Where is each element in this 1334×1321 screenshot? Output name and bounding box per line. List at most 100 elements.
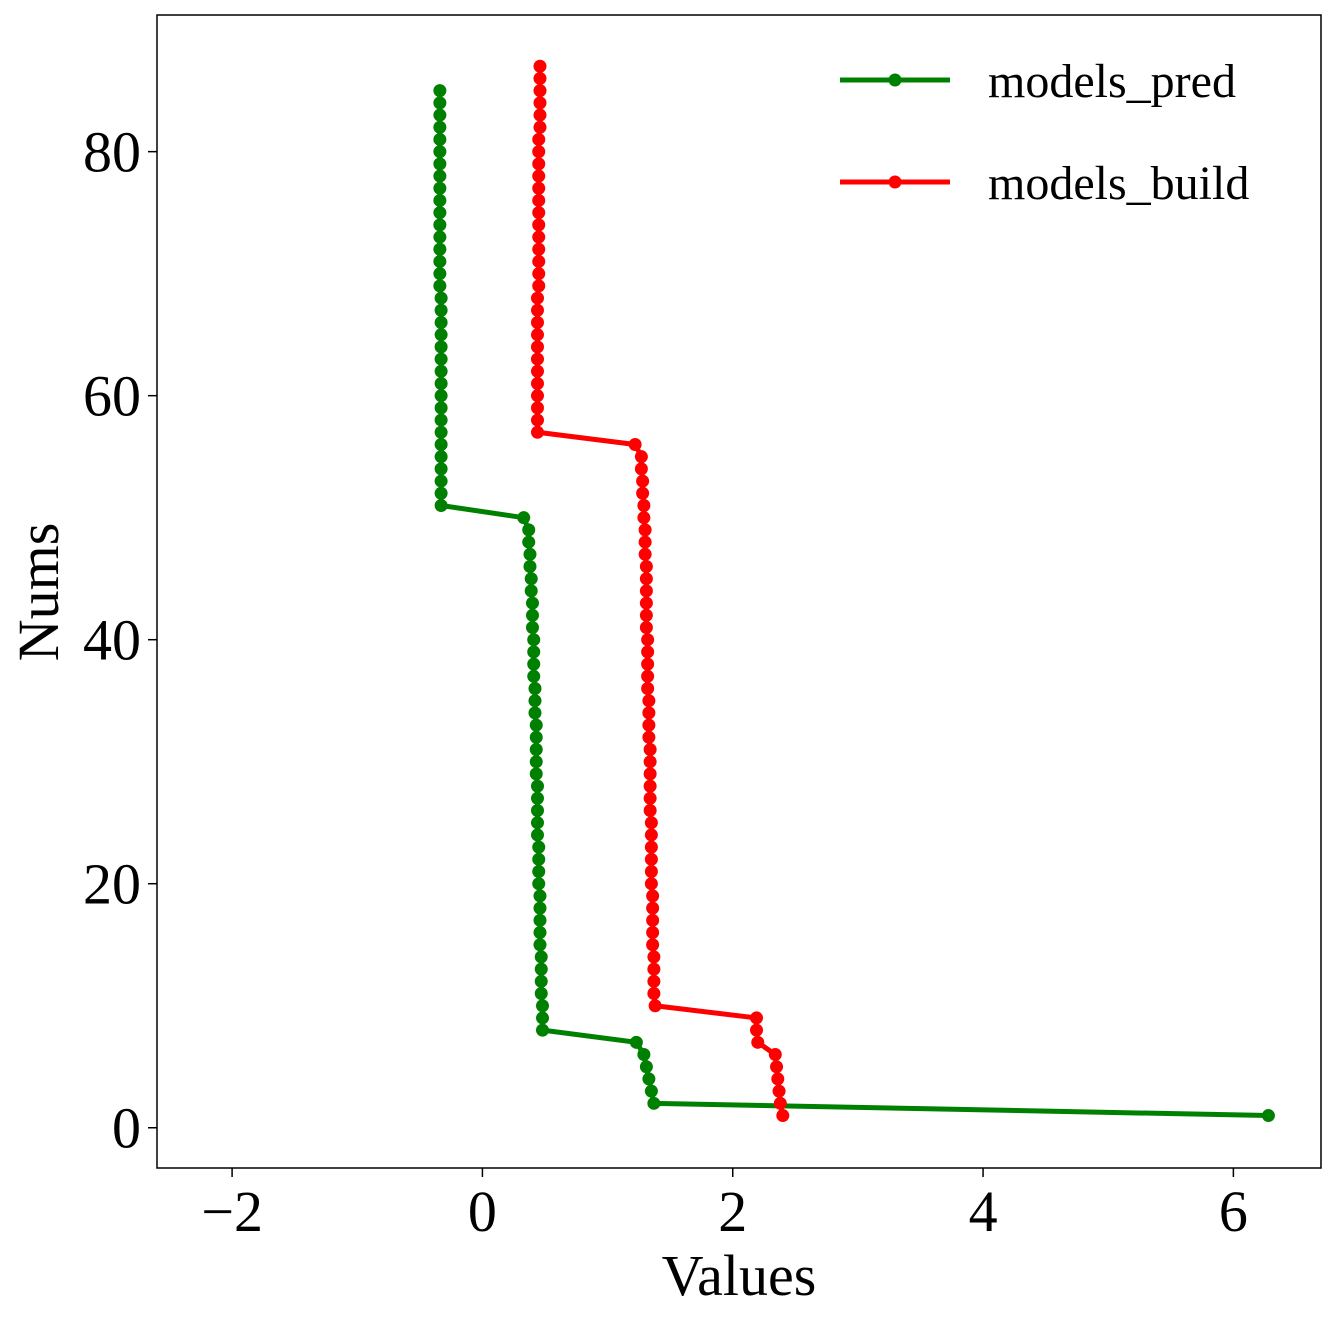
data-point: [433, 206, 447, 220]
data-point: [530, 779, 544, 793]
data-point: [434, 413, 448, 427]
data-point: [533, 889, 547, 903]
data-point: [535, 999, 549, 1013]
legend-item: models_build: [840, 157, 1249, 210]
data-point: [647, 974, 661, 988]
data-point: [533, 938, 547, 952]
data-point: [522, 523, 536, 537]
data-point: [768, 1048, 782, 1062]
data-point: [750, 1011, 764, 1025]
data-point: [434, 389, 448, 403]
data-point: [639, 596, 653, 610]
data-point: [434, 315, 448, 329]
data-point: [642, 694, 656, 708]
data-point: [648, 999, 662, 1013]
plot-frame: [156, 14, 1322, 1169]
data-point: [533, 108, 547, 122]
data-point: [639, 620, 653, 634]
data-point: [643, 755, 657, 769]
data-point: [534, 987, 548, 1001]
data-point: [530, 315, 544, 329]
data-point: [533, 926, 547, 940]
data-point: [532, 865, 546, 879]
data-point: [527, 645, 541, 659]
data-point: [644, 852, 658, 866]
data-point: [639, 572, 653, 586]
data-point: [533, 120, 547, 134]
data-point: [772, 1084, 786, 1098]
data-point: [433, 230, 447, 244]
data-point: [434, 401, 448, 415]
data-point: [647, 962, 661, 976]
data-point: [527, 633, 541, 647]
legend-marker: [888, 175, 902, 189]
data-point: [643, 779, 657, 793]
plot-area: [433, 59, 1275, 1123]
x-tick-label: −2: [201, 1179, 263, 1244]
data-point: [433, 242, 447, 256]
data-point: [647, 987, 661, 1001]
data-point: [646, 913, 660, 927]
data-point: [528, 706, 542, 720]
data-point: [530, 389, 544, 403]
data-point: [530, 376, 544, 390]
data-point: [522, 535, 536, 549]
data-point: [642, 706, 656, 720]
data-point: [527, 669, 541, 683]
data-point: [525, 608, 539, 622]
data-point: [1261, 1109, 1275, 1123]
data-point: [529, 743, 543, 757]
data-point: [534, 974, 548, 988]
data-point: [770, 1060, 784, 1074]
data-point: [532, 840, 546, 854]
data-point: [433, 120, 447, 134]
data-point: [643, 743, 657, 757]
data-point: [639, 1060, 653, 1074]
data-point: [529, 767, 543, 781]
data-point: [434, 486, 448, 500]
data-point: [750, 1023, 764, 1037]
data-point: [647, 950, 661, 964]
data-point: [433, 279, 447, 293]
x-tick-label: 4: [969, 1179, 998, 1244]
data-point: [644, 877, 658, 891]
data-point: [629, 1035, 643, 1049]
data-point: [530, 328, 544, 342]
data-point: [642, 718, 656, 732]
data-point: [525, 620, 539, 634]
data-point: [634, 462, 648, 476]
data-point: [637, 498, 651, 512]
data-point: [433, 218, 447, 232]
data-point: [433, 84, 447, 98]
data-point: [434, 450, 448, 464]
legend-item: models_pred: [840, 55, 1236, 108]
data-point: [532, 242, 546, 256]
y-tick-label: 40: [83, 608, 141, 673]
data-point: [751, 1035, 765, 1049]
data-point: [434, 328, 448, 342]
data-point: [638, 547, 652, 561]
data-point: [532, 157, 546, 171]
data-point: [533, 913, 547, 927]
y-tick-label: 0: [112, 1096, 141, 1161]
y-tick-label: 20: [83, 852, 141, 917]
data-point: [535, 1011, 549, 1025]
data-point: [634, 450, 648, 464]
data-point: [533, 71, 547, 85]
data-point: [434, 364, 448, 378]
data-point: [535, 1023, 549, 1037]
x-tick-label: 2: [718, 1179, 747, 1244]
data-point: [532, 132, 546, 146]
data-point: [433, 96, 447, 110]
data-point: [534, 950, 548, 964]
data-point: [527, 657, 541, 671]
data-point: [532, 169, 546, 183]
data-point: [638, 535, 652, 549]
data-point: [641, 681, 655, 695]
data-point: [533, 84, 547, 98]
data-point: [639, 608, 653, 622]
data-point: [433, 169, 447, 183]
data-point: [534, 962, 548, 976]
data-point: [646, 889, 660, 903]
data-point: [530, 352, 544, 366]
